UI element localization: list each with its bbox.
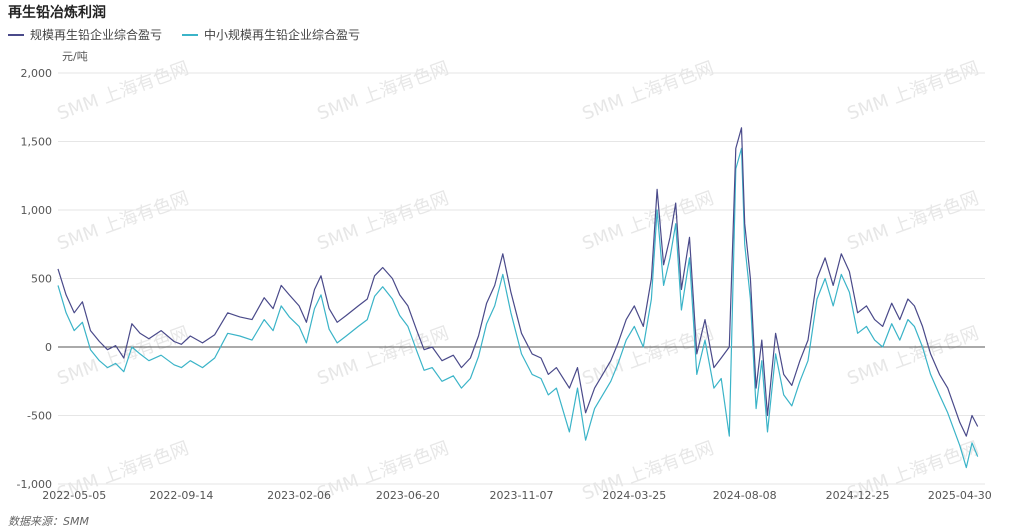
legend-swatch-series2 [182,33,199,36]
watermark-text: SMM 上海有色网 [55,188,192,255]
x-tick-label: 2024-03-25 [602,489,666,502]
y-axis-unit: 元/吨 [62,50,88,63]
x-tick-label: 2023-06-20 [376,489,440,502]
y-tick-label: 0 [45,341,52,354]
legend-swatch-series1 [8,33,24,36]
watermark-text: SMM 上海有色网 [580,188,717,255]
watermark-text: SMM 上海有色网 [845,323,982,390]
x-tick-label: 2024-12-25 [826,489,890,502]
series-line-1[interactable] [57,127,979,437]
legend-label-series1: 规模再生铅企业综合盈亏 [30,28,163,42]
legend-item-series1[interactable]: 规模再生铅企业综合盈亏 [8,26,162,43]
x-tick-label: 2022-09-14 [149,489,213,502]
legend-label-series2: 中小规模再生铅企业综合盈亏 [204,28,361,42]
watermark-layer: SMM 上海有色网 SMM 上海有色网 SMM 上海有色网 SMM 上海有色网 SMM … [55,58,982,505]
watermark-text: SMM 上海有色网 [845,188,982,255]
watermark-text: SMM 上海有色网 [845,58,982,125]
watermark-text: SMM 上海有色网 [315,188,452,255]
chart-title: 再生铅冶炼利润 [8,5,106,21]
y-tick-label: 2,000 [21,67,53,80]
legend-item-series2[interactable]: 中小规模再生铅企业综合盈亏 [182,26,360,43]
x-tick-label: 2024-08-08 [713,489,777,502]
x-tick-label: 2025-04-30 [928,489,992,502]
x-tick-label: 2023-11-07 [490,489,554,502]
watermark-text: SMM 上海有色网 [580,58,717,125]
y-tick-label: -500 [27,410,52,423]
y-tick-label: 1,500 [21,136,53,149]
data-source: 数据来源：SMM [8,515,89,528]
grid-layer [58,72,985,485]
watermark-text: SMM 上海有色网 [315,58,452,125]
watermark-text: SMM 上海有色网 [55,58,192,125]
x-tick-label: 2023-02-06 [267,489,331,502]
watermark-text: SMM 上海有色网 [315,323,452,390]
x-tick-label: 2022-05-05 [42,489,106,502]
y-tick-label: 500 [31,273,52,286]
y-tick-label: -1,000 [17,478,52,491]
series-layer [57,127,979,469]
series-line-2[interactable] [57,147,979,469]
legend: 规模再生铅企业综合盈亏 中小规模再生铅企业综合盈亏 [8,26,360,43]
y-tick-label: 1,000 [21,204,53,217]
